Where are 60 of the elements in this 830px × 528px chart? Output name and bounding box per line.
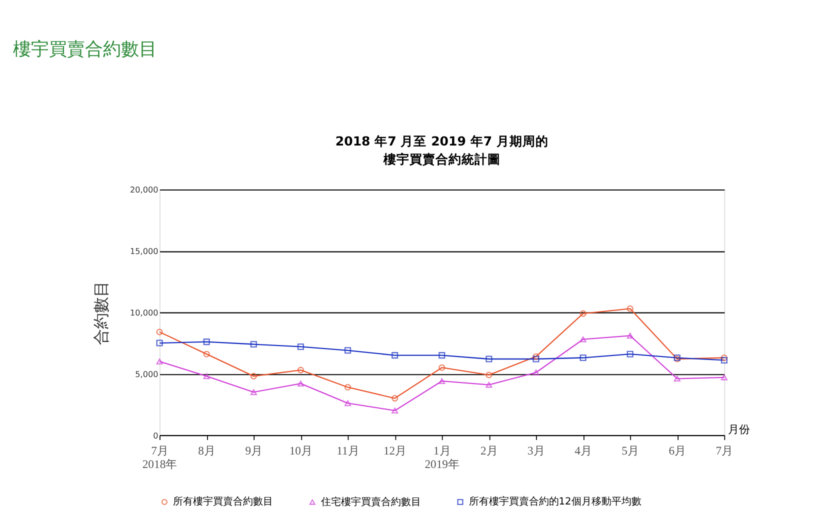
point: [156, 340, 163, 346]
point: [438, 352, 446, 359]
x-tick-label: 1月 2019年: [424, 444, 460, 471]
x-tick-label: 3月: [528, 444, 546, 458]
text: 樓宇買賣合約統計圖: [382, 152, 500, 167]
y-axis-title: 合約數目: [92, 280, 111, 345]
point: [250, 340, 257, 348]
point: [438, 378, 446, 384]
x-tick-label: 7月: [716, 444, 734, 458]
point: [532, 356, 540, 362]
x-tick-label: 6月: [668, 444, 687, 458]
point: [344, 347, 352, 354]
point: [297, 343, 304, 350]
x-tick-label: 12月: [383, 444, 408, 458]
point: [392, 352, 398, 359]
x-tick-label: 11月: [336, 444, 360, 458]
x-tick-label: 8月: [198, 444, 216, 458]
point: [532, 353, 540, 360]
text: 2018 年7 月至 2019 年7 月期周的: [335, 134, 548, 149]
y-tick-label: 20,000: [130, 186, 158, 195]
x-tick-label: 5月: [622, 444, 640, 458]
x-tick-label: 4月: [574, 444, 592, 458]
point: [438, 364, 446, 371]
point: [626, 332, 634, 339]
x-tick-label: 7月 2018年: [142, 444, 178, 471]
point: [297, 380, 304, 386]
point: [344, 400, 352, 406]
point: [250, 372, 257, 380]
x-tick-label: 2月: [480, 444, 498, 458]
x-tick-label: 9月: [245, 444, 264, 458]
point: [344, 384, 352, 391]
y-tick-label: 5,000: [135, 370, 158, 379]
point: [580, 310, 586, 317]
legend-label: 所有樓宇買賣合約的12個月移動平均數: [468, 496, 642, 508]
point: [486, 356, 492, 362]
point: [203, 373, 210, 380]
point: [674, 376, 680, 382]
point: [203, 350, 210, 358]
point: [486, 382, 492, 388]
point: [580, 336, 586, 342]
point: [392, 395, 398, 402]
point: [392, 408, 398, 414]
y-tick-label: 15,000: [130, 247, 158, 256]
point: [626, 305, 634, 312]
point: [486, 372, 492, 378]
point: [250, 389, 257, 396]
point: [626, 350, 634, 358]
x-axis-title: 月份: [728, 422, 750, 436]
point: [156, 358, 163, 364]
point: [720, 374, 728, 380]
chart-title: 樓宇買賣合約數目: [13, 39, 158, 60]
point: [532, 370, 540, 376]
y-tick-label: 10,000: [130, 308, 158, 318]
y-tick-label: 0: [153, 431, 158, 440]
point: [203, 338, 210, 346]
x-tick-label: 10月: [289, 444, 313, 458]
point: [580, 354, 586, 362]
legend-label: 所有樓宇買賣合約數目: [172, 496, 273, 508]
legend-label: 住宅樓宇買賣合約數目: [320, 496, 421, 508]
point: [297, 366, 304, 374]
